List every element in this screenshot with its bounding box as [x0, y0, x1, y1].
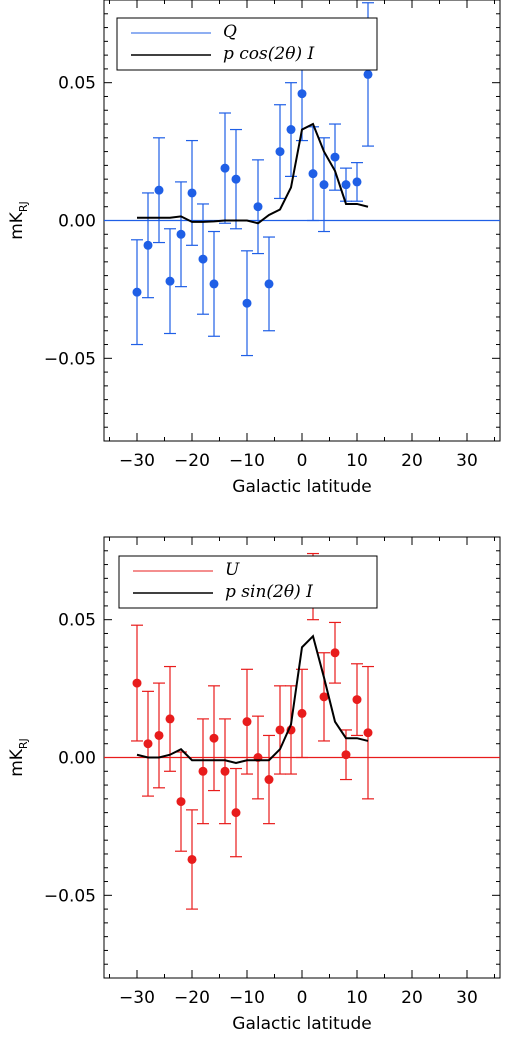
- legend-box: [116, 17, 378, 71]
- data-point: [242, 717, 252, 727]
- data-point: [275, 147, 285, 157]
- data-point: [352, 177, 362, 187]
- y-tick-label: −0.05: [44, 349, 96, 369]
- data-point: [220, 766, 230, 776]
- data-point: [341, 180, 351, 190]
- data-point: [209, 733, 219, 743]
- data-point: [143, 240, 153, 250]
- y-axis-title: mKRJ: [7, 201, 30, 240]
- y-axis-title-unit: mK: [7, 748, 27, 777]
- legend-label: Q: [223, 22, 237, 42]
- data-point: [231, 174, 241, 184]
- data-point: [363, 69, 373, 79]
- data-point: [363, 728, 373, 738]
- x-tick-label: 10: [346, 451, 368, 471]
- data-point: [242, 298, 252, 308]
- data-point: [308, 169, 318, 179]
- x-tick-label: −30: [119, 451, 155, 471]
- data-point: [297, 708, 307, 718]
- data-point: [165, 714, 175, 724]
- data-point: [330, 152, 340, 162]
- y-tick-label: −0.05: [44, 886, 96, 906]
- data-point: [264, 279, 274, 289]
- y-axis-title-unit: mK: [7, 211, 27, 240]
- y-tick-label: 0.05: [58, 611, 96, 631]
- x-tick-label: 30: [456, 451, 478, 471]
- model-line: [137, 122, 369, 225]
- data-point: [231, 808, 241, 818]
- x-axis-title: Galactic latitude: [232, 1014, 371, 1034]
- y-tick-label: 0.00: [58, 212, 96, 232]
- y-axis-title-subscript: RJ: [17, 201, 30, 212]
- data-point: [253, 202, 263, 212]
- data-point: [319, 180, 329, 190]
- data-point: [330, 648, 340, 658]
- x-axis-title: Galactic latitude: [232, 477, 371, 497]
- y-axis-title-subscript: RJ: [17, 738, 30, 749]
- x-tick-label: 0: [297, 451, 308, 471]
- data-point: [143, 739, 153, 749]
- chart-panel-2: −30 −20 −10 0 10 20 30 −0.05 0.00 0.05 Galactic la…: [7, 536, 501, 1034]
- data-point: [154, 185, 164, 195]
- legend-label: p cos(2θ) I: [223, 44, 314, 64]
- x-tick-label: 0: [297, 988, 308, 1008]
- legend-label: p sin(2θ) I: [225, 582, 313, 602]
- x-tick-label: −10: [229, 451, 265, 471]
- x-tick-label: 10: [346, 988, 368, 1008]
- x-tick-label: 30: [456, 988, 478, 1008]
- data-point: [264, 775, 274, 785]
- data-point: [220, 163, 230, 173]
- x-tick-label: −20: [174, 988, 210, 1008]
- data-point: [297, 89, 307, 99]
- data-point: [198, 766, 208, 776]
- data-point: [187, 188, 197, 198]
- x-tick-label: −20: [174, 451, 210, 471]
- data-point: [132, 287, 142, 297]
- data-point: [132, 678, 142, 688]
- data-point: [187, 854, 197, 864]
- x-tick-label: −30: [119, 988, 155, 1008]
- data-point: [165, 276, 175, 286]
- y-axis-title: mKRJ: [7, 738, 30, 777]
- y-tick-label: 0.05: [58, 74, 96, 94]
- x-tick-label: 20: [401, 988, 423, 1008]
- chart-panel-1: −30 −20 −10 0 10 20 30 −0.05 0.00 0.05 Galactic la…: [7, 0, 501, 497]
- data-point: [352, 695, 362, 705]
- data-point: [319, 692, 329, 702]
- y-tick-label: 0.00: [58, 749, 96, 769]
- x-tick-label: 20: [401, 451, 423, 471]
- x-tick-label: −10: [229, 988, 265, 1008]
- data-point: [341, 750, 351, 760]
- data-point: [154, 730, 164, 740]
- model-line: [136, 634, 369, 765]
- legend-box: [118, 555, 378, 609]
- data-point: [275, 725, 285, 735]
- data-point: [286, 125, 296, 135]
- data-point: [176, 229, 186, 239]
- data-point: [198, 254, 208, 264]
- data-point: [176, 797, 186, 807]
- data-point: [209, 279, 219, 289]
- legend-label: U: [225, 560, 240, 580]
- legend: Up sin(2θ) I: [118, 555, 378, 609]
- legend: Qp cos(2θ) I: [116, 17, 378, 71]
